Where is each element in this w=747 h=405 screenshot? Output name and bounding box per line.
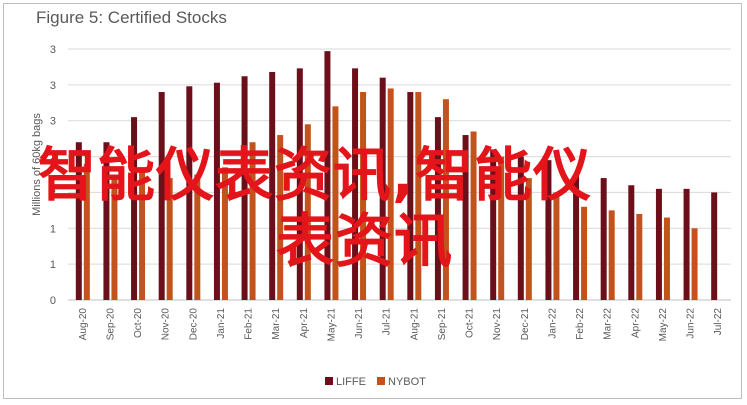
- x-tick-label: Jun-21: [354, 308, 365, 339]
- y-tick-label: 1: [50, 223, 56, 235]
- x-tick-label: Dec-21: [520, 308, 531, 341]
- bar-nybot: [139, 167, 146, 300]
- legend-label-nybot: NYBOT: [388, 376, 426, 388]
- bar-nybot: [277, 135, 284, 300]
- x-tick-label: Feb-21: [244, 308, 255, 340]
- bar-liffe: [269, 71, 276, 300]
- bar-liffe: [407, 92, 414, 301]
- bar-liffe: [186, 86, 193, 300]
- bar-nybot: [166, 178, 173, 300]
- bar-nybot: [111, 174, 118, 300]
- bar-nybot: [249, 142, 256, 300]
- bar-nybot: [221, 167, 228, 300]
- bar-nybot: [581, 206, 588, 300]
- chart-frame: [3, 3, 742, 399]
- x-tick-label: Jan-22: [547, 308, 558, 339]
- x-tick-label: Feb-22: [575, 308, 586, 340]
- bar-liffe: [655, 188, 662, 300]
- bar-liffe: [683, 188, 690, 300]
- x-tick-label: Jul-21: [382, 308, 393, 336]
- bar-liffe: [517, 156, 524, 300]
- bar-nybot: [194, 174, 201, 300]
- y-axis-label: Millions of 60kg bags: [31, 113, 43, 216]
- x-tick-label: May-22: [658, 308, 669, 342]
- x-tick-label: Nov-21: [492, 308, 503, 341]
- bar-nybot: [608, 210, 615, 300]
- bar-liffe: [296, 68, 303, 300]
- chart-title: Figure 5: Certified Stocks: [36, 8, 227, 27]
- legend-swatch-liffe: [325, 377, 333, 385]
- x-tick-label: Jun-22: [686, 308, 697, 339]
- bar-liffe: [213, 82, 220, 300]
- x-tick-label: Aug-21: [409, 308, 420, 341]
- x-tick-label: Apr-21: [299, 308, 310, 338]
- bar-nybot: [304, 124, 311, 300]
- x-tick-label: Sep-21: [437, 308, 448, 341]
- x-tick-label: May-21: [326, 308, 337, 342]
- bar-nybot: [636, 213, 643, 300]
- bar-nybot: [470, 131, 477, 300]
- bar-liffe: [352, 68, 359, 300]
- y-tick-label: 2: [50, 187, 56, 199]
- watermark-text-line-1: 智能仪表资讯,智能仪: [38, 141, 593, 209]
- bar-liffe: [324, 51, 331, 300]
- watermark-text-line-2: 表资讯: [276, 207, 454, 275]
- x-tick-label: Apr-22: [630, 308, 641, 338]
- bar-nybot: [387, 88, 394, 300]
- bar-liffe: [462, 135, 469, 300]
- x-tick-label: Jan-21: [216, 308, 227, 339]
- y-tick-label: 1: [50, 259, 56, 271]
- x-tick-label: Mar-22: [603, 308, 614, 340]
- bar-liffe: [241, 76, 248, 300]
- x-tick-label: Mar-21: [271, 308, 282, 340]
- y-tick-label: 3: [50, 44, 56, 56]
- bar-liffe: [158, 92, 165, 301]
- bar-nybot: [553, 192, 560, 300]
- bar-nybot: [498, 156, 505, 300]
- y-tick-label: 0: [50, 295, 56, 307]
- bar-liffe: [711, 192, 718, 300]
- bar-nybot: [691, 228, 698, 300]
- bar-liffe: [131, 117, 138, 300]
- bar-liffe: [600, 178, 607, 300]
- bar-nybot: [442, 99, 449, 300]
- x-tick-label: Sep-20: [105, 308, 116, 341]
- y-tick-label: 3: [50, 80, 56, 92]
- legend-swatch-nybot: [377, 377, 385, 385]
- x-tick-label: Jul-22: [713, 308, 724, 336]
- x-tick-label: Oct-20: [133, 308, 144, 338]
- x-tick-label: Nov-20: [161, 308, 172, 341]
- legend-label-liffe: LIFFE: [336, 376, 366, 388]
- bar-liffe: [434, 117, 441, 300]
- bar-liffe: [103, 142, 110, 300]
- x-tick-label: Dec-20: [188, 308, 199, 341]
- bar-liffe: [75, 142, 82, 300]
- x-tick-label: Aug-20: [78, 308, 89, 341]
- bar-nybot: [663, 217, 670, 300]
- bar-nybot: [332, 106, 339, 300]
- bar-liffe: [628, 185, 635, 300]
- bar-nybot: [525, 178, 532, 300]
- bar-nybot: [415, 92, 422, 301]
- y-tick-label: 2: [50, 152, 56, 164]
- y-tick-label: 3: [50, 116, 56, 128]
- bar-liffe: [545, 160, 552, 300]
- bar-liffe: [379, 77, 386, 300]
- bar-nybot: [360, 92, 367, 301]
- bar-nybot: [83, 163, 90, 300]
- x-tick-label: Oct-21: [465, 308, 476, 338]
- bar-liffe: [573, 174, 580, 300]
- bar-liffe: [490, 149, 497, 300]
